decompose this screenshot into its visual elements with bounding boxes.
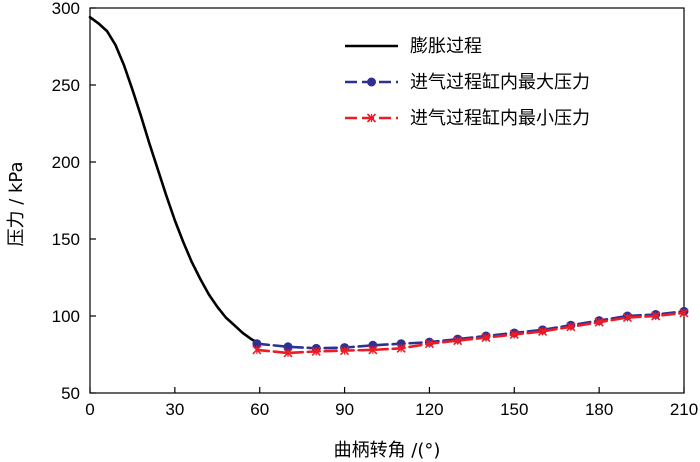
- y-tick-label: 250: [52, 76, 80, 95]
- data-point-cross: [424, 339, 434, 349]
- x-tick-label: 0: [85, 400, 94, 419]
- data-point-cross: [366, 113, 377, 123]
- x-tick-label: 150: [500, 400, 528, 419]
- y-tick-label: 300: [52, 0, 80, 18]
- legend-item-1: 膨胀过程: [345, 36, 482, 57]
- data-point-cross: [622, 312, 632, 323]
- y-tick-label: 100: [52, 307, 80, 326]
- legend-item-2: 进气过程缸内最大压力: [345, 71, 590, 93]
- data-point-cross: [340, 346, 350, 356]
- series-markers-3: [252, 308, 689, 358]
- data-point-cross: [368, 345, 378, 355]
- series-line-3: [255, 311, 686, 355]
- legend-label: 进气过程缸内最大压力: [410, 71, 590, 93]
- data-point-cross: [566, 322, 576, 332]
- data-point-cross: [252, 345, 262, 355]
- data-point-cross: [594, 317, 604, 327]
- y-tick-label: 200: [52, 153, 80, 172]
- data-point-cross: [396, 343, 406, 353]
- x-tick-label: 120: [415, 400, 443, 419]
- legend-label: 进气过程缸内最小压力: [410, 107, 590, 129]
- series-line-1: [88, 15, 259, 344]
- series-markers-2: [252, 306, 689, 353]
- plot-area-frame: [89, 7, 685, 394]
- x-tick-label: 30: [165, 400, 184, 419]
- data-point-cross: [283, 348, 293, 358]
- legend-item-3: 进气过程缸内最小压力: [345, 107, 590, 129]
- x-tick-label: 210: [670, 400, 698, 419]
- y-tick-label: 50: [61, 384, 80, 403]
- data-point-circle: [367, 77, 376, 87]
- data-point-cross: [538, 326, 548, 336]
- x-axis-title: 曲柄转角 /(°): [334, 440, 441, 461]
- y-axis-title: 压力 / kPa: [6, 161, 27, 246]
- x-tick-label: 90: [335, 400, 354, 419]
- series-line-2: [255, 310, 686, 350]
- legend-label: 膨胀过程: [410, 36, 482, 57]
- data-point-cross: [311, 346, 321, 356]
- y-tick-label: 150: [52, 230, 80, 249]
- data-point-cross: [453, 336, 463, 346]
- x-tick-label: 180: [585, 400, 613, 419]
- data-point-cross: [481, 332, 491, 343]
- data-point-cross: [651, 311, 661, 321]
- x-tick-label: 60: [250, 400, 269, 419]
- data-point-cross: [679, 308, 689, 318]
- data-point-cross: [509, 329, 519, 340]
